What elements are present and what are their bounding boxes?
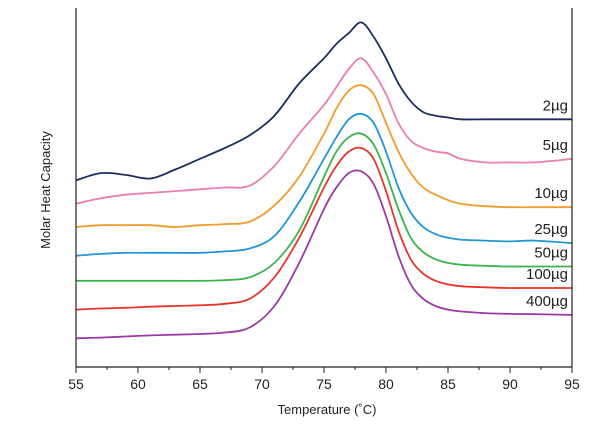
series-label: 25µg xyxy=(534,221,568,238)
x-tick-label: 60 xyxy=(130,376,146,392)
series-label: 10µg xyxy=(534,185,568,202)
x-tick-label: 85 xyxy=(440,376,456,392)
plot-lines xyxy=(75,21,573,340)
x-ticks: 55 60 65 70 75 80 85 90 95 xyxy=(68,367,580,392)
y-axis-label: Molar Heat Capacity xyxy=(38,131,53,249)
x-tick-label: 65 xyxy=(192,376,208,392)
series-line xyxy=(76,132,572,282)
series-line xyxy=(75,169,573,340)
series-labels: 2µg 5µg 10µg 25µg 50µg 100µg 400µg xyxy=(526,97,568,310)
series-label: 100µg xyxy=(526,266,568,283)
series-line xyxy=(75,84,572,228)
series-line xyxy=(75,146,572,311)
series-label: 400µg xyxy=(526,293,568,310)
series-label: 50µg xyxy=(534,244,568,261)
x-axis-label: Temperature (˚C) xyxy=(278,402,377,417)
series-label: 5µg xyxy=(543,137,568,154)
x-tick-label: 75 xyxy=(316,376,332,392)
x-tick-label: 95 xyxy=(564,376,580,392)
x-tick-label: 55 xyxy=(68,376,84,392)
x-tick-label: 70 xyxy=(254,376,270,392)
series-line xyxy=(75,112,573,257)
series-line xyxy=(75,21,572,182)
x-tick-label: 80 xyxy=(378,376,394,392)
series-label: 2µg xyxy=(543,97,568,114)
series-line xyxy=(75,57,573,205)
x-tick-label: 90 xyxy=(502,376,518,392)
